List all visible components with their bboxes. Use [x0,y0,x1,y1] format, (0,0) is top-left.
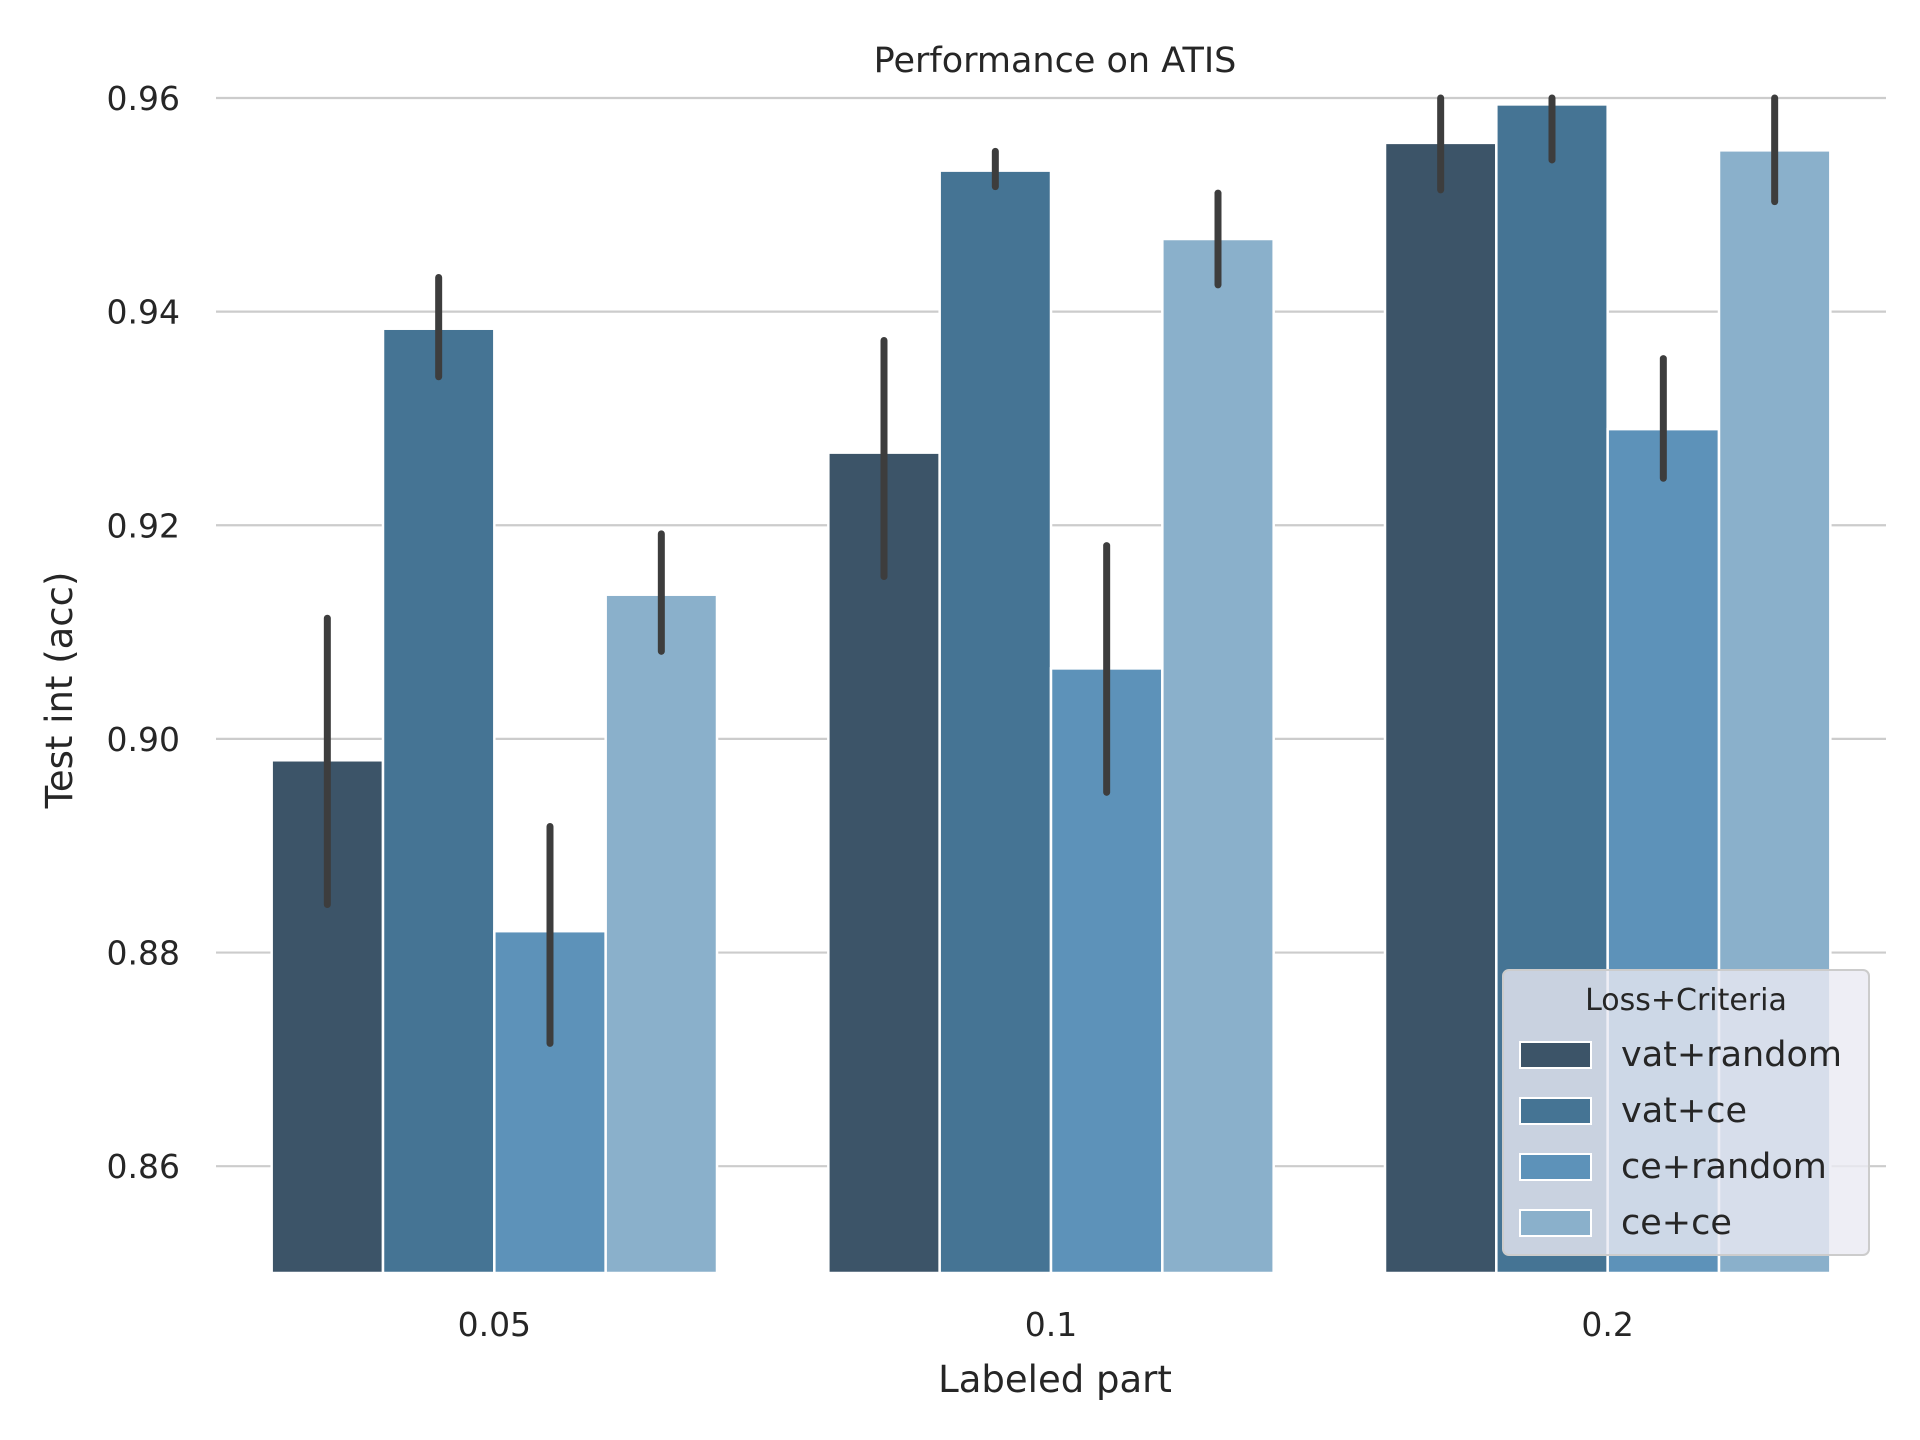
legend-label-vat+ce: vat+ce [1621,1091,1747,1131]
legend-label-vat+random: vat+random [1621,1035,1842,1075]
x-tick-label: 0.05 [458,1305,531,1344]
y-axis-ticks: 0.86 0.88 0.90 0.92 0.94 0.96 [107,79,180,1186]
y-tick-label: 0.90 [107,720,180,759]
legend-swatch-vat+ce [1519,1097,1592,1125]
y-tick-label: 0.96 [107,79,180,118]
legend-label-ce+ce: ce+ce [1621,1203,1732,1243]
bar-vat+ce-0.05 [381,327,496,1275]
y-tick-label: 0.92 [107,506,180,545]
bar-ce+ce-0.1 [1161,237,1275,1275]
legend-swatch-vat+random [1519,1041,1592,1069]
legend-swatch-ce+ce [1519,1209,1592,1237]
x-axis-ticks: 0.05 0.1 0.2 [458,1305,1634,1344]
legend-label-ce+random: ce+random [1621,1147,1827,1187]
bar-vat+ce-0.1 [938,169,1053,1275]
bar-vat+random-0.2 [1383,141,1498,1275]
legend-swatch-ce+random [1519,1153,1592,1181]
bar-vat+random-0.1 [827,451,941,1275]
x-tick-label: 0.1 [1025,1305,1077,1344]
x-tick-label: 0.2 [1581,1305,1633,1344]
y-tick-label: 0.94 [107,293,180,332]
y-tick-label: 0.88 [107,934,180,973]
y-tick-label: 0.86 [107,1147,180,1186]
y-axis-label: Test int (acc) [38,572,81,810]
legend-box [1502,969,1870,1256]
x-axis-label: Labeled part [938,1358,1172,1401]
chart-title: Performance on ATIS [874,41,1237,81]
error-bars [323,94,1779,1047]
legend-title: Loss+Criteria [1585,983,1787,1018]
legend: Loss+Criteria vat+random vat+ce ce+random ce… [1502,969,1870,1256]
bar-ce+ce-0.05 [604,593,719,1275]
